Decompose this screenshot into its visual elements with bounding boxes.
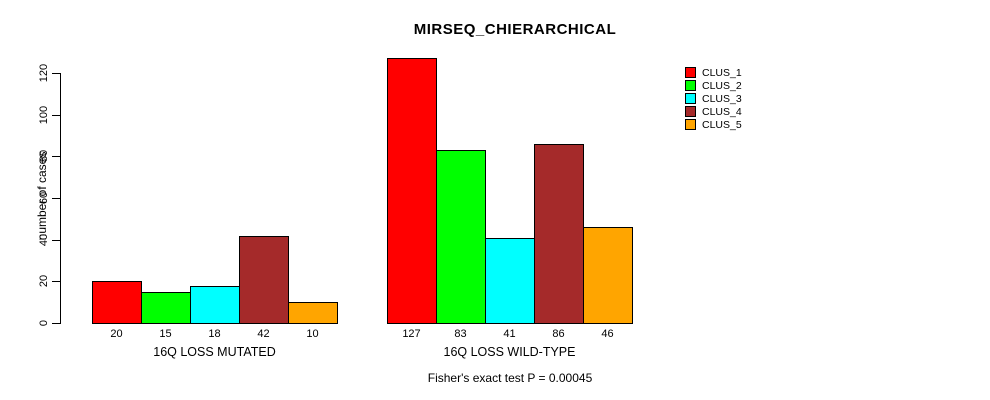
group-label: 16Q LOSS WILD-TYPE	[443, 345, 576, 359]
y-axis-tick	[52, 73, 60, 74]
bar-value-label: 83	[454, 328, 467, 340]
legend: CLUS_1 CLUS_2 CLUS_3 CLUS_4 CLUS_5	[685, 66, 742, 131]
bar-value-label: 42	[257, 328, 270, 340]
bar-clus_4	[239, 235, 289, 324]
bar-clus_1	[387, 58, 437, 324]
legend-item-clus_1: CLUS_1	[685, 66, 742, 79]
legend-label: CLUS_2	[702, 79, 742, 92]
bar-clus_2	[436, 150, 486, 324]
y-axis-tick	[52, 114, 60, 116]
legend-item-clus_3: CLUS_3	[685, 92, 742, 105]
group-label: 16Q LOSS MUTATED	[153, 345, 276, 359]
bar-clus_5	[583, 227, 633, 324]
y-axis-tick	[52, 156, 60, 158]
legend-swatch-icon	[685, 93, 696, 104]
bar-value-label: 20	[110, 328, 123, 340]
bar-clus_3	[190, 285, 240, 324]
legend-label: CLUS_5	[702, 118, 742, 131]
legend-label: CLUS_3	[702, 92, 742, 105]
fisher-test-annotation: Fisher's exact test P = 0.00045	[427, 371, 593, 385]
bar-value-label: 86	[552, 328, 565, 340]
legend-swatch-icon	[685, 67, 696, 78]
legend-item-clus_5: CLUS_5	[685, 118, 742, 131]
bar-value-label: 10	[306, 328, 319, 340]
bar-value-label: 15	[159, 328, 172, 340]
y-axis-tick	[52, 323, 60, 324]
legend-swatch-icon	[685, 80, 696, 91]
bar-clus_1	[92, 281, 142, 324]
chart-title: MIRSEQ_CHIERARCHICAL	[413, 21, 617, 38]
bar-value-label: 46	[601, 328, 614, 340]
bar-clus_2	[141, 291, 191, 324]
legend-swatch-icon	[685, 119, 696, 130]
bar-value-label: 127	[402, 328, 421, 340]
bar-clus_3	[485, 237, 535, 324]
legend-item-clus_2: CLUS_2	[685, 79, 742, 92]
legend-swatch-icon	[685, 106, 696, 117]
bar-clus_5	[288, 302, 338, 324]
bar-value-label: 41	[503, 328, 516, 340]
y-axis-line	[60, 73, 61, 324]
bar-value-label: 18	[208, 328, 221, 340]
bar-clus_4	[534, 143, 584, 324]
legend-label: CLUS_1	[702, 66, 742, 79]
legend-label: CLUS_4	[702, 105, 742, 118]
y-axis-tick-label: 120	[38, 63, 50, 83]
y-axis-tick	[52, 281, 60, 283]
y-axis-tick	[52, 198, 60, 199]
legend-item-clus_4: CLUS_4	[685, 105, 742, 118]
y-axis-tick	[52, 239, 60, 241]
